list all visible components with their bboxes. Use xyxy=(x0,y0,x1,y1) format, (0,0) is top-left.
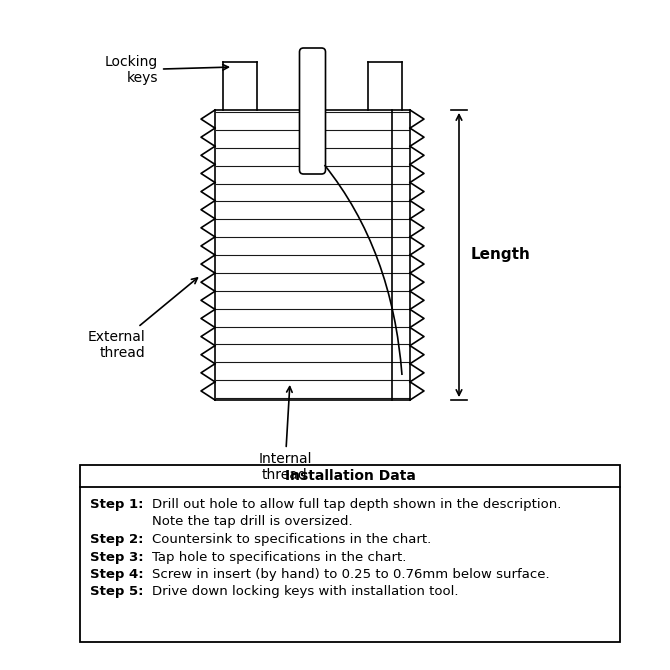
Text: Screw in insert (by hand) to 0.25 to 0.76mm below surface.: Screw in insert (by hand) to 0.25 to 0.7… xyxy=(152,568,549,581)
Text: Installation Data: Installation Data xyxy=(285,469,415,483)
Text: Step 5:: Step 5: xyxy=(90,586,143,598)
Text: Length: Length xyxy=(471,247,531,263)
FancyBboxPatch shape xyxy=(80,465,620,642)
Text: Step 3:: Step 3: xyxy=(90,551,143,563)
Text: Countersink to specifications in the chart.: Countersink to specifications in the cha… xyxy=(152,533,431,546)
Text: Step 2:: Step 2: xyxy=(90,533,143,546)
Text: Locking
keys: Locking keys xyxy=(105,55,228,85)
Text: Step 1:: Step 1: xyxy=(90,498,143,511)
Text: Drill out hole to allow full tap depth shown in the description.: Drill out hole to allow full tap depth s… xyxy=(152,498,561,511)
FancyBboxPatch shape xyxy=(299,48,326,174)
Text: External
thread: External thread xyxy=(87,278,198,360)
Text: Internal
thread: Internal thread xyxy=(258,387,312,482)
Text: Step 4:: Step 4: xyxy=(90,568,143,581)
Text: Note the tap drill is oversized.: Note the tap drill is oversized. xyxy=(152,515,352,529)
Text: Tap hole to specifications in the chart.: Tap hole to specifications in the chart. xyxy=(152,551,407,563)
Text: Drive down locking keys with installation tool.: Drive down locking keys with installatio… xyxy=(152,586,458,598)
